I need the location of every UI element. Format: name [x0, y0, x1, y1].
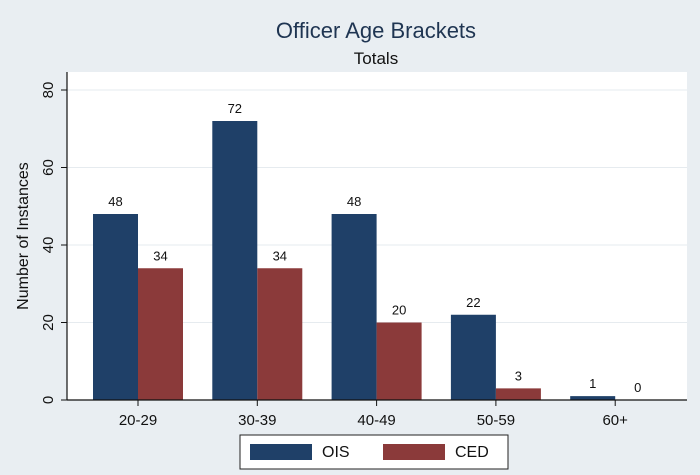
y-tick-label-3: 60 — [40, 159, 57, 176]
x-tick-label-4: 60+ — [602, 412, 628, 429]
data-label-ced-3: 3 — [515, 368, 522, 383]
y-tick-label-4: 80 — [40, 82, 57, 99]
bar-group — [93, 121, 616, 400]
x-tick-label-3: 50-59 — [477, 412, 515, 429]
data-label-ois-0: 48 — [108, 194, 122, 209]
bar-ois-4 — [570, 396, 616, 400]
x-tick-label-0: 20-29 — [119, 412, 157, 429]
data-label-ced-0: 34 — [153, 248, 167, 263]
data-label-ced-4: 0 — [634, 380, 641, 395]
bar-ois-3 — [450, 314, 496, 400]
axes: 0 20 40 60 80 20-29 30-39 40-49 50-59 60+ — [40, 72, 687, 429]
x-tick-label-1: 30-39 — [238, 412, 276, 429]
bar-ced-2 — [376, 322, 422, 400]
chart-subtitle: Totals — [354, 49, 398, 68]
data-label-ois-1: 72 — [228, 101, 242, 116]
legend-label-ced: CED — [455, 444, 489, 461]
chart-title: Officer Age Brackets — [276, 18, 476, 43]
bar-ois-2 — [331, 214, 377, 400]
x-tick-label-2: 40-49 — [357, 412, 395, 429]
y-tick-label-0: 0 — [40, 396, 57, 404]
y-tick-label-2: 40 — [40, 237, 57, 254]
y-axis-label: Number of Instances — [15, 162, 32, 310]
bar-ced-0 — [138, 268, 183, 400]
bar-ced-3 — [495, 388, 541, 400]
data-label-ois-4: 1 — [589, 376, 596, 391]
bar-ois-0 — [93, 214, 138, 400]
data-label-ced-1: 34 — [273, 248, 287, 263]
data-label-group: 48 34 72 34 48 20 22 3 1 0 — [108, 101, 641, 395]
bar-ced-1 — [257, 268, 303, 400]
bar-ois-1 — [212, 121, 258, 400]
y-tick-label-1: 20 — [40, 314, 57, 331]
legend: OIS CED — [239, 434, 509, 470]
legend-swatch-ois — [250, 444, 312, 460]
legend-label-ois: OIS — [322, 444, 350, 461]
data-label-ois-2: 48 — [347, 194, 361, 209]
data-label-ced-2: 20 — [392, 303, 406, 318]
legend-swatch-ced — [383, 444, 445, 460]
data-label-ois-3: 22 — [466, 295, 480, 310]
